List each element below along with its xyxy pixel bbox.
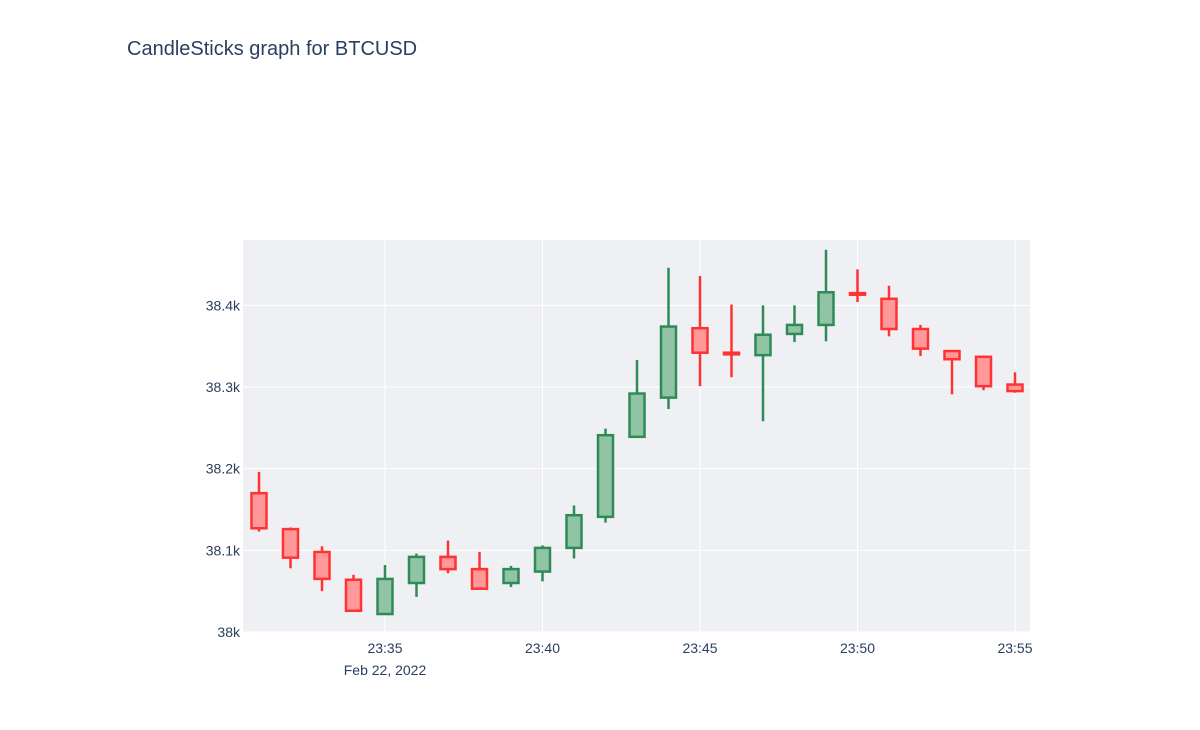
candle-decreasing [281, 527, 300, 569]
candle-body [848, 291, 867, 296]
candle-increasing [659, 267, 678, 410]
candle-decreasing [911, 324, 930, 356]
candle-decreasing [722, 304, 741, 378]
candle-body [1006, 383, 1024, 393]
x-tick-label: 23:40 [525, 640, 560, 656]
candle-decreasing [1006, 372, 1024, 393]
y-tick-label: 38.2k [206, 461, 241, 477]
candle-body [880, 297, 898, 331]
candle-increasing [407, 553, 426, 597]
candle-body [628, 392, 646, 439]
candle-body [376, 577, 394, 616]
x-tick-label: 23:50 [840, 640, 875, 656]
candle-increasing [754, 305, 772, 422]
axis-labels: 38k 38.1k 38.2k 38.3k 38.4k 23:35 23:40 23:45 23… [206, 297, 1033, 678]
candle-increasing [596, 428, 615, 523]
candle-decreasing [943, 349, 961, 395]
candle-increasing [628, 360, 646, 439]
chart-title: CandleSticks graph for BTCUSD [127, 38, 418, 60]
candle-increasing [376, 565, 394, 616]
x-tick-label: 23:35 [367, 640, 402, 656]
candle-body [943, 349, 961, 361]
y-tick-label: 38.3k [206, 379, 241, 395]
candle-increasing [533, 545, 552, 582]
candle-decreasing [691, 275, 709, 387]
candle-decreasing [470, 551, 489, 590]
y-tick-label: 38.1k [206, 542, 241, 558]
candle-body [596, 433, 615, 519]
candle-body [250, 491, 268, 530]
candle-increasing [565, 505, 583, 559]
candle-decreasing [880, 285, 898, 337]
y-tick-label: 38.4k [206, 297, 241, 313]
candle-body [533, 546, 552, 573]
candle-increasing [785, 305, 804, 343]
x-date-label: Feb 22, 2022 [344, 662, 427, 678]
candle-body [470, 567, 489, 590]
candle-body [974, 355, 993, 388]
candle-body [439, 555, 457, 571]
candle-body [502, 567, 520, 585]
candle-decreasing [974, 355, 993, 391]
candle-decreasing [344, 574, 363, 613]
candle-decreasing [439, 540, 457, 574]
candle-body [785, 323, 804, 336]
x-tick-label: 23:55 [997, 640, 1032, 656]
candle-body [313, 550, 331, 581]
grid-lines [243, 240, 1030, 633]
candle-body [344, 578, 363, 613]
candle-body [817, 291, 835, 327]
candle-decreasing [250, 471, 268, 532]
candle-body [754, 333, 772, 357]
candle-body [659, 325, 678, 399]
candle-body [407, 555, 426, 585]
candle-decreasing [313, 546, 331, 592]
candle-body [722, 351, 741, 356]
candle-body [565, 513, 583, 550]
candle-decreasing [848, 269, 867, 303]
candle-increasing [817, 249, 835, 342]
candle-body [691, 326, 709, 354]
candle-body [911, 327, 930, 350]
x-tick-label: 23:45 [682, 640, 717, 656]
y-tick-label: 38k [217, 624, 241, 640]
candle-body [281, 527, 300, 559]
candles [250, 249, 1024, 616]
candle-increasing [502, 565, 520, 588]
